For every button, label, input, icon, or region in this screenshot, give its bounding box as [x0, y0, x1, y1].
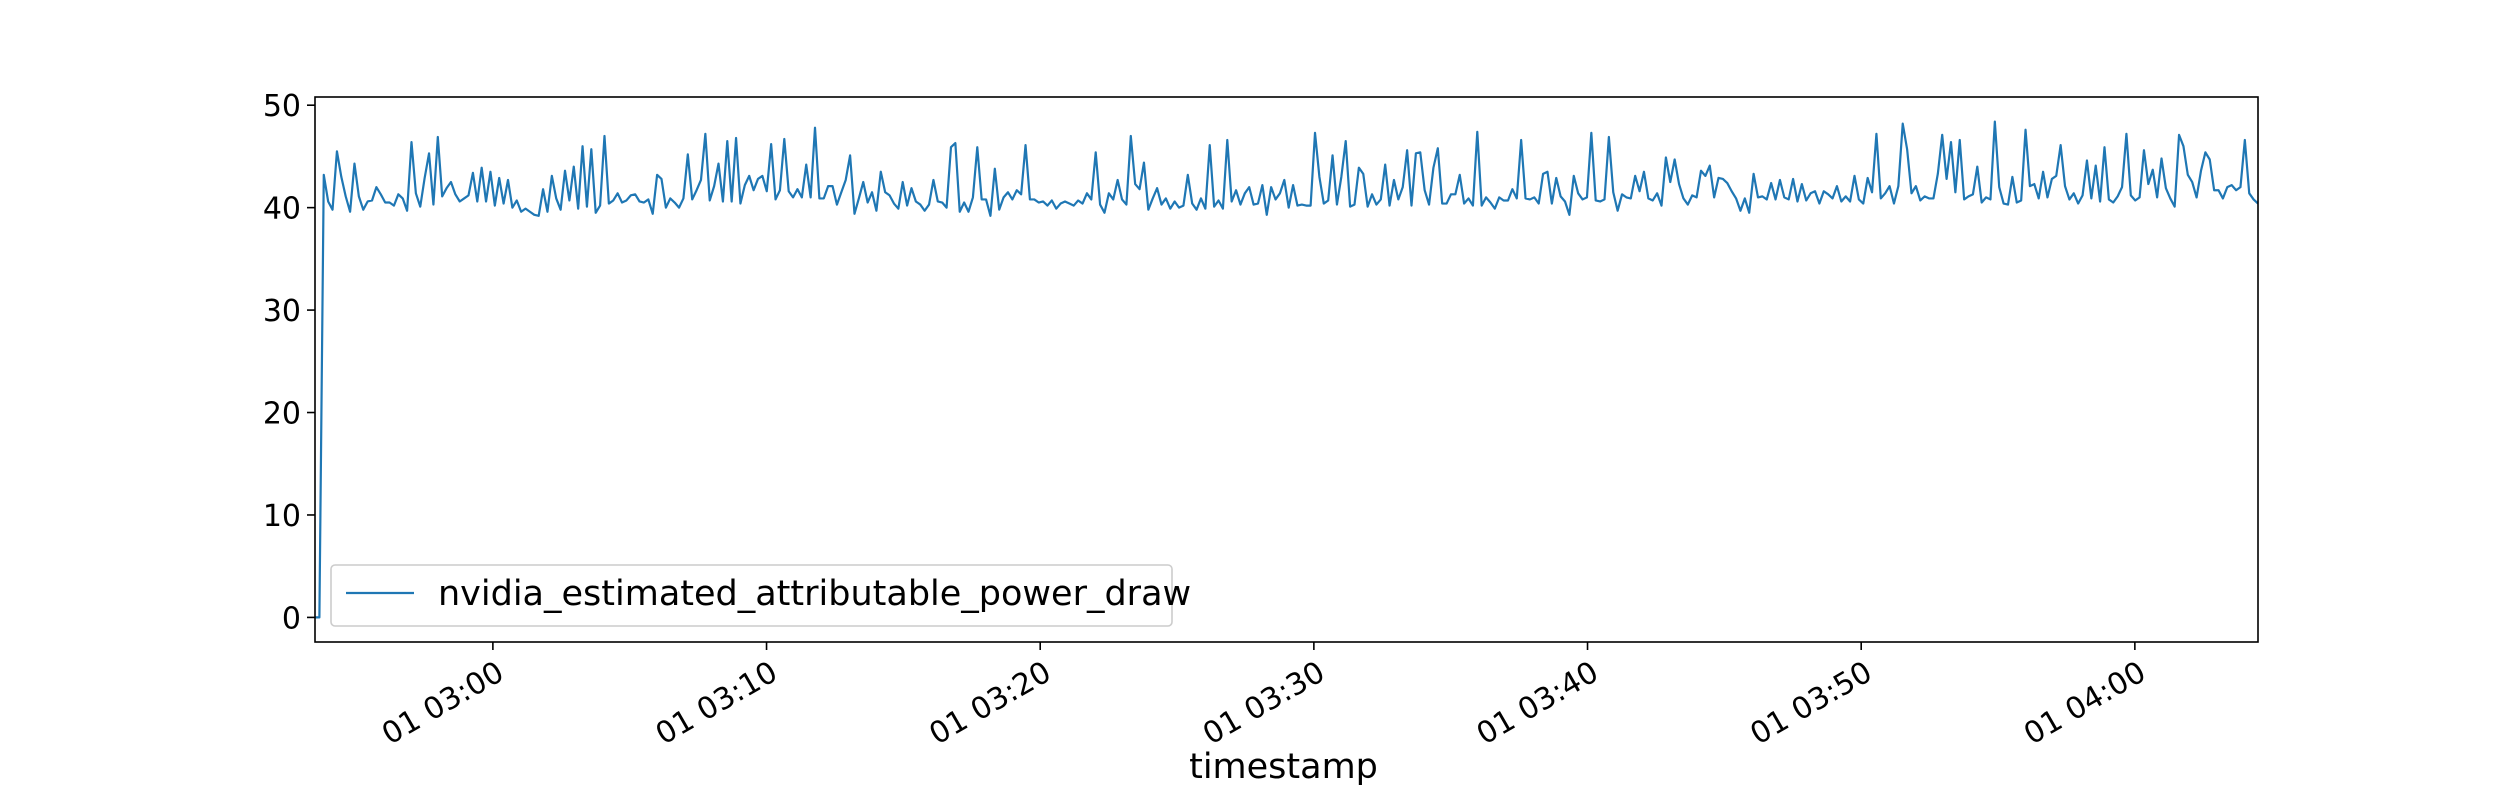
plot-area [315, 120, 2259, 619]
y-tick-label: 10 [263, 499, 301, 534]
y-tick-label: 40 [263, 192, 301, 227]
y-tick-label: 20 [263, 397, 301, 432]
y-tick-label: 30 [263, 294, 301, 329]
series-line-power-draw [315, 120, 2259, 619]
legend: nvidia_estimated_attributable_power_draw [330, 564, 1191, 627]
legend-box [330, 564, 1173, 627]
y-tick-label: 0 [282, 601, 301, 636]
axes-frame [314, 96, 2259, 643]
y-axis: 0 10 20 30 40 50 [263, 89, 315, 636]
y-tick-label: 50 [263, 89, 301, 124]
x-axis-title: timestamp [1189, 747, 1378, 787]
legend-label: nvidia_estimated_attributable_power_draw [438, 574, 1191, 614]
